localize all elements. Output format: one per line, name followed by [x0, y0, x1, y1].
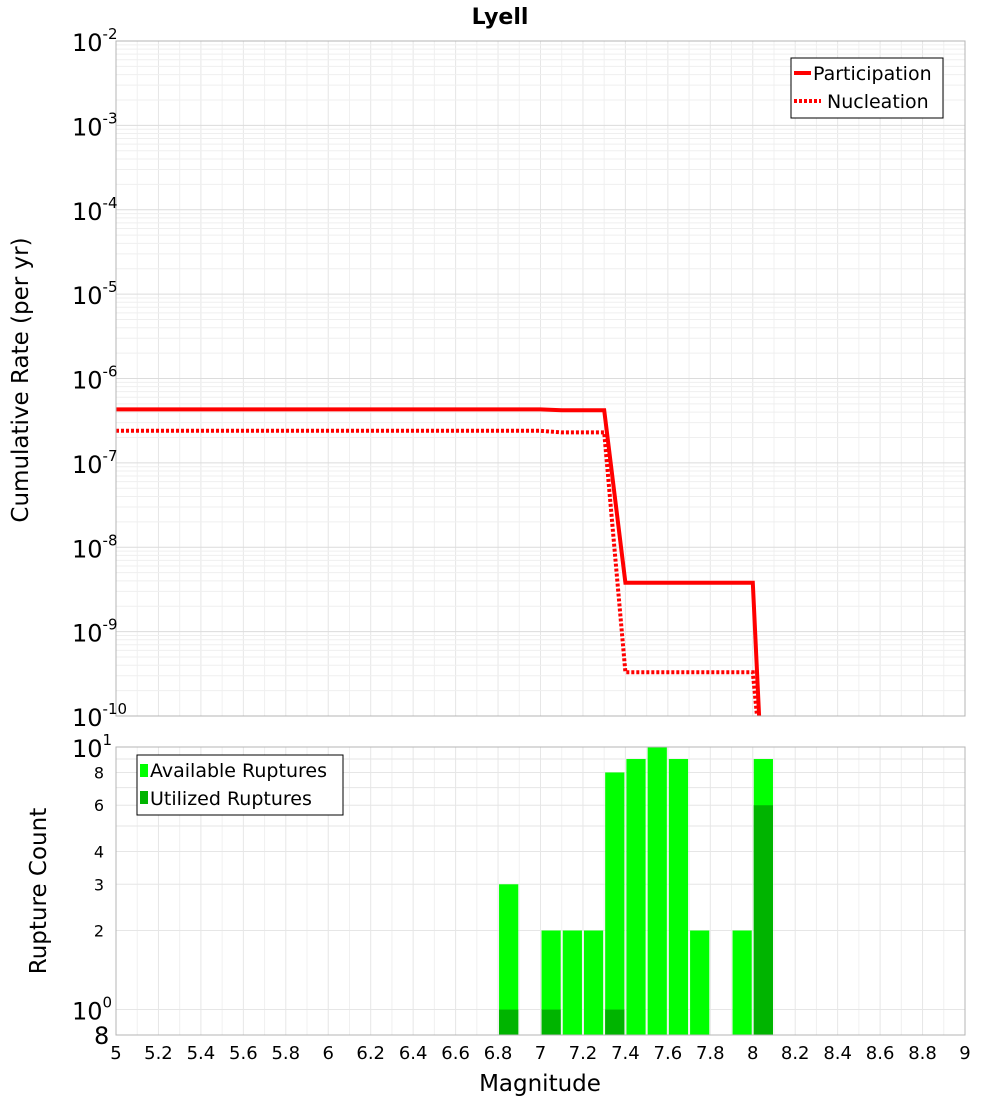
available-bar	[541, 930, 561, 1035]
rate-plot-y-ticks: 10-2 10-3 10-4 10-5 10-6 10-7 10-8 10-9 10-10	[72, 25, 127, 732]
x-tick-label: 5.8	[271, 1043, 300, 1064]
rate-plot-grid	[115, 41, 966, 717]
legend-swatch-available	[140, 764, 148, 777]
x-tick-label: 6.4	[399, 1043, 428, 1064]
available-bar	[583, 930, 604, 1035]
x-tick-label: 5.4	[187, 1043, 216, 1064]
x-tick-label: 8.2	[781, 1043, 810, 1064]
x-tick-label: 9	[959, 1043, 970, 1064]
x-tick-label: 7.2	[569, 1043, 598, 1064]
rate-plot-legend: Participation Nucleation	[790, 57, 944, 119]
available-bar	[690, 930, 710, 1035]
rate-plot-legend-box	[790, 57, 944, 119]
rupture-count-bars	[499, 747, 773, 1035]
x-tick-label: 6.8	[484, 1043, 513, 1064]
x-tick-label: 7	[535, 1043, 546, 1064]
count-y-tick-label: 4	[94, 842, 104, 861]
x-tick-label: 7.6	[654, 1043, 683, 1064]
rate-y-tick-label: 10-2	[72, 25, 118, 57]
count-y-tick-label: 8	[94, 763, 104, 782]
count-y-tick-label: 100	[72, 994, 112, 1026]
rate-y-tick-label: 10-9	[72, 616, 118, 648]
utilized-bar	[753, 805, 773, 1035]
rate-plot-series	[116, 407, 762, 717]
rate-y-tick-label: 10-6	[72, 363, 118, 395]
legend-label-participation: Participation	[813, 63, 932, 85]
available-bar	[668, 759, 689, 1035]
count-y-tick-label: 6	[94, 796, 104, 815]
rate-line-nucleation	[116, 428, 759, 717]
x-tick-label: 5	[110, 1043, 121, 1064]
legend-swatch-utilized	[140, 791, 148, 804]
x-tick-label: 8.8	[908, 1043, 937, 1064]
count-y-tick-label: 8	[94, 1022, 109, 1050]
count-y-tick-label: 2	[94, 922, 104, 941]
rupture-count-y-label: Rupture Count	[26, 808, 52, 974]
x-tick-label: 5.6	[229, 1043, 258, 1064]
legend-label-nucleation: Nucleation	[827, 91, 929, 113]
x-tick-label: 6	[323, 1043, 334, 1064]
x-tick-label: 8	[747, 1043, 758, 1064]
rate-line-participation	[116, 407, 762, 717]
x-tick-label: 8.4	[823, 1043, 852, 1064]
available-bar	[562, 930, 582, 1035]
x-axis-label: Magnitude	[479, 1071, 601, 1097]
available-bar	[605, 772, 625, 1035]
available-bar	[732, 930, 752, 1035]
count-y-tick-label: 101	[72, 731, 112, 763]
x-tick-label: 5.2	[144, 1043, 173, 1064]
rate-plot: 10-2 10-3 10-4 10-5 10-6 10-7 10-8 10-9 10-10 Cu…	[8, 25, 966, 732]
chart-title: Lyell	[472, 5, 529, 30]
rate-y-tick-label: 10-8	[72, 531, 118, 563]
available-bar	[499, 884, 519, 1035]
x-tick-label: 7.4	[611, 1043, 640, 1064]
legend-label-utilized: Utilized Ruptures	[150, 788, 312, 810]
x-tick-label: 6.6	[441, 1043, 470, 1064]
rate-y-tick-label: 10-7	[72, 447, 118, 479]
rupture-count-frame	[115, 746, 966, 1036]
available-bar	[647, 747, 667, 1035]
utilized-bar	[541, 1009, 561, 1035]
rupture-count-legend-box	[136, 754, 344, 816]
rate-y-tick-label: 10-5	[72, 278, 118, 310]
x-tick-label: 7.8	[696, 1043, 725, 1064]
utilized-bar	[605, 1009, 625, 1035]
available-bar	[626, 759, 646, 1035]
legend-label-available: Available Ruptures	[150, 760, 327, 782]
rate-y-tick-label: 10-3	[72, 109, 118, 141]
x-tick-label: 6.2	[356, 1043, 385, 1064]
rate-plot-y-label: Cumulative Rate (per yr)	[8, 237, 34, 522]
magnitude-x-ticks: 5 5.2 5.4 5.6 5.8 6 6.2 6.4 6.6 6.8 7 7.2 7.4 7.6 7.8 8…	[110, 1043, 970, 1064]
rupture-count-legend: Available Ruptures Utilized Ruptures	[136, 754, 344, 816]
rate-y-tick-label: 10-10	[72, 700, 127, 732]
rate-plot-frame	[115, 40, 966, 717]
x-tick-label: 8.6	[866, 1043, 895, 1064]
utilized-bar	[499, 1009, 519, 1035]
count-y-tick-label: 3	[94, 875, 104, 894]
rate-y-tick-label: 10-4	[72, 194, 118, 226]
